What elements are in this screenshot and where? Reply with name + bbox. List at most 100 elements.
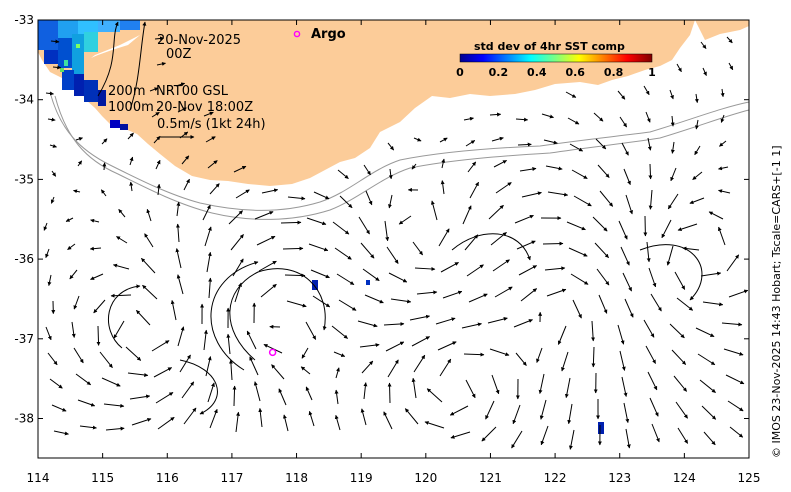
velocity-arrow: [156, 183, 161, 196]
velocity-arrow: [313, 191, 330, 200]
velocity-arrow: [331, 325, 348, 339]
velocity-arrow: [43, 222, 48, 231]
velocity-arrow: [676, 63, 682, 73]
velocity-arrow: [67, 243, 76, 251]
velocity-arrow: [650, 293, 662, 312]
velocity-arrow: [571, 169, 588, 180]
velocity-arrow: [573, 195, 592, 207]
velocity-arrow: [226, 333, 231, 355]
velocity-arrow: [365, 190, 373, 206]
velocity-arrow: [75, 137, 83, 141]
velocity-arrow: [205, 356, 212, 377]
velocity-arrow: [246, 330, 257, 350]
velocity-arrow: [50, 39, 60, 44]
velocity-arrow: [385, 341, 405, 352]
velocity-arrow: [202, 204, 211, 221]
velocity-arrow: [411, 163, 417, 170]
velocity-arrow: [703, 431, 716, 446]
velocity-arrow: [129, 156, 134, 166]
contour-200m: [49, 91, 750, 211]
velocity-arrow: [728, 62, 734, 71]
velocity-arrow: [359, 343, 380, 348]
velocity-arrow: [136, 310, 151, 326]
velocity-arrow: [364, 294, 384, 304]
velocity-arrow: [670, 167, 677, 182]
velocity-arrow: [726, 36, 733, 44]
velocity-arrow: [661, 219, 672, 239]
velocity-arrow: [495, 182, 512, 194]
velocity-arrow: [568, 429, 575, 450]
velocity-arrow: [129, 394, 151, 400]
velocity-arrow: [648, 163, 653, 180]
velocity-arrow: [209, 408, 218, 429]
velocity-arrow: [561, 351, 569, 372]
velocity-arrow: [151, 340, 170, 352]
velocity-arrow: [310, 269, 330, 279]
velocity-arrow: [362, 268, 380, 282]
velocity-arrow: [647, 371, 658, 391]
sst-colorbar: std dev of 4hr SST comp 0 0.2 0.4 0.6 0.8 1: [456, 40, 656, 79]
velocity-arrow: [463, 116, 474, 121]
velocity-arrow: [708, 211, 724, 220]
velocity-arrow: [542, 241, 564, 246]
velocity-arrow: [232, 385, 237, 407]
velocity-arrow: [334, 414, 341, 431]
x-tick-label: 117: [220, 471, 243, 485]
velocity-arrow: [617, 90, 626, 100]
velocity-arrow: [566, 221, 586, 231]
velocity-arrow: [102, 162, 107, 171]
velocity-arrow: [146, 208, 152, 222]
velocity-arrow: [442, 290, 463, 299]
velocity-arrow: [538, 373, 545, 394]
velocity-arrow: [90, 218, 100, 223]
y-tick-label: -38: [14, 412, 34, 426]
x-tick-label: 119: [350, 471, 373, 485]
velocity-arrow: [677, 223, 698, 232]
velocity-arrow: [416, 290, 438, 295]
velocity-arrow: [404, 408, 419, 425]
velocity-arrow: [155, 159, 161, 170]
velocity-arrow: [73, 189, 81, 194]
velocity-arrow: [278, 388, 287, 406]
velocity-arrow: [228, 359, 233, 381]
velocity-arrow: [51, 404, 67, 412]
velocity-arrow: [286, 300, 307, 308]
velocity-arrow: [568, 247, 588, 257]
colorbar-gradient: [459, 53, 653, 63]
velocity-arrow: [131, 417, 152, 426]
velocity-arrow: [725, 374, 745, 385]
velocity-arrow: [71, 321, 76, 338]
velocity-arrow: [570, 273, 589, 285]
velocity-arrow: [645, 345, 656, 364]
velocity-arrow: [440, 180, 445, 195]
velocity-arrow: [625, 428, 631, 449]
velocity-arrow: [621, 376, 628, 397]
x-tick-label: 122: [544, 471, 567, 485]
velocity-arrow: [105, 426, 125, 431]
velocity-arrow: [689, 197, 705, 204]
velocity-arrow: [253, 381, 261, 402]
velocity-arrow: [65, 217, 74, 222]
velocity-arrow: [700, 271, 722, 277]
velocity-arrow: [617, 324, 625, 345]
velocity-arrow: [334, 247, 352, 260]
velocity-arrow: [569, 143, 583, 152]
colorbar-tick-label: 0.6: [565, 66, 585, 79]
velocity-arrow: [386, 246, 399, 264]
velocity-arrow: [181, 155, 190, 165]
velocity-arrow: [254, 211, 274, 220]
velocity-arrow: [125, 346, 142, 361]
velocity-arrow: [151, 111, 160, 118]
velocity-arrow: [544, 266, 566, 271]
velocity-arrow: [491, 136, 504, 142]
velocity-arrow: [414, 266, 436, 271]
velocity-arrow: [671, 349, 687, 365]
velocity-arrow: [718, 166, 729, 171]
velocity-arrow: [312, 295, 331, 308]
velocity-arrow: [258, 260, 277, 272]
velocity-arrow: [466, 264, 484, 277]
plot-frame: [37, 19, 750, 459]
velocity-arrow: [597, 164, 610, 178]
velocity-arrow: [599, 190, 614, 207]
velocity-arrow: [228, 210, 243, 225]
